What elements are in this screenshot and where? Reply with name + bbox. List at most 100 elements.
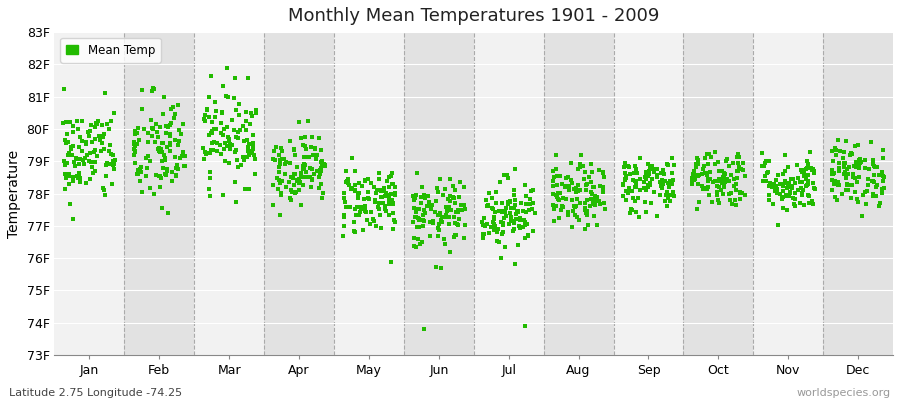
Point <box>358 208 373 214</box>
Point <box>305 133 320 140</box>
Point <box>202 150 217 156</box>
Point <box>376 187 391 194</box>
Point <box>440 208 454 214</box>
Point <box>504 214 518 220</box>
Point <box>558 196 572 202</box>
Point <box>287 152 302 158</box>
Point <box>434 216 448 223</box>
Point <box>362 196 376 202</box>
Point <box>383 259 398 265</box>
Point <box>570 196 584 202</box>
Point <box>800 192 814 198</box>
Point <box>286 146 301 152</box>
Point <box>500 199 515 206</box>
Point <box>451 216 465 222</box>
Point <box>491 208 506 214</box>
Point <box>869 184 884 190</box>
Point <box>158 171 173 177</box>
Point <box>382 174 396 180</box>
Point <box>716 174 731 180</box>
Point <box>152 148 166 154</box>
Point <box>518 323 532 329</box>
Point <box>282 178 296 185</box>
Point <box>724 197 738 204</box>
Point <box>158 172 173 178</box>
Point <box>554 202 569 209</box>
Point <box>59 140 74 146</box>
Point <box>788 196 802 202</box>
Point <box>867 162 881 169</box>
Point <box>548 166 562 172</box>
Point <box>407 242 421 249</box>
Point <box>852 157 867 163</box>
Point <box>296 162 310 169</box>
Point <box>561 174 575 180</box>
Point <box>665 188 680 195</box>
Point <box>215 109 230 116</box>
Point <box>409 214 423 220</box>
Point <box>480 221 494 228</box>
Point <box>451 222 465 228</box>
Point <box>807 185 822 191</box>
Point <box>127 146 141 152</box>
Point <box>587 184 601 190</box>
Point <box>786 176 800 182</box>
Point <box>102 147 116 154</box>
Point <box>95 134 110 140</box>
Point <box>581 222 596 228</box>
Point <box>588 197 602 204</box>
Point <box>198 151 212 157</box>
Point <box>573 164 588 170</box>
Point <box>427 218 441 224</box>
Point <box>246 142 260 148</box>
Point <box>104 160 118 167</box>
Point <box>417 218 431 224</box>
Point <box>579 187 593 193</box>
Point <box>382 201 397 207</box>
Point <box>382 196 396 203</box>
Point <box>97 130 112 137</box>
Point <box>584 161 598 168</box>
Point <box>317 161 331 168</box>
Point <box>204 147 219 154</box>
Point <box>316 190 330 196</box>
Point <box>160 166 175 172</box>
Point <box>315 161 329 167</box>
Point <box>699 172 714 178</box>
Point <box>338 203 353 210</box>
Point <box>172 138 186 144</box>
Point <box>308 152 322 158</box>
Point <box>277 161 292 167</box>
Point <box>839 138 853 145</box>
Point <box>831 181 845 188</box>
Point <box>214 130 229 136</box>
Point <box>71 156 86 162</box>
Point <box>198 118 212 124</box>
Point <box>707 148 722 155</box>
Point <box>526 200 541 206</box>
Point <box>297 166 311 173</box>
Point <box>869 164 884 171</box>
Point <box>385 170 400 177</box>
Point <box>716 173 731 180</box>
Point <box>443 198 457 204</box>
Point <box>716 191 730 197</box>
Point <box>425 202 439 208</box>
Point <box>504 214 518 220</box>
Point <box>866 156 880 163</box>
Point <box>793 179 807 185</box>
Point <box>97 192 112 198</box>
Point <box>546 178 561 184</box>
Point <box>841 186 855 193</box>
Point <box>765 184 779 190</box>
Point <box>558 184 572 190</box>
Point <box>639 186 653 193</box>
Point <box>653 179 668 185</box>
Point <box>475 219 490 226</box>
Point <box>430 188 445 195</box>
Point <box>625 207 639 214</box>
Point <box>731 151 745 157</box>
Point <box>354 205 368 212</box>
Point <box>660 189 674 195</box>
Point <box>214 151 229 157</box>
